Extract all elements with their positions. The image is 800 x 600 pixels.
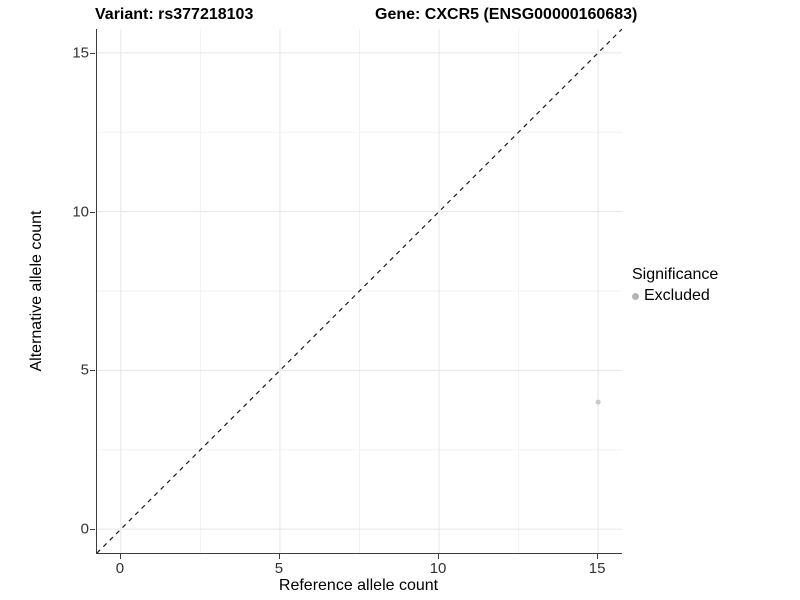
y-tick-label: 5 xyxy=(80,361,89,379)
legend-title: Significance xyxy=(632,266,719,283)
x-tick-mark xyxy=(597,554,599,559)
y-axis-title: Alternative allele count xyxy=(28,210,45,372)
y-tick-mark xyxy=(90,52,95,54)
identity-line xyxy=(97,29,622,553)
y-tick-label: 10 xyxy=(72,203,89,221)
x-tick-label: 10 xyxy=(429,560,447,577)
legend: Significance Excluded xyxy=(632,266,718,305)
legend-item-label: Excluded xyxy=(644,287,710,304)
x-tick-mark xyxy=(278,554,280,559)
variant-title: Variant: rs377218103 xyxy=(95,6,254,23)
plot-panel xyxy=(96,29,622,554)
legend-point-icon xyxy=(632,292,639,300)
x-tick-label: 0 xyxy=(115,560,125,577)
x-tick-mark xyxy=(438,554,440,559)
y-tick-label: 15 xyxy=(72,44,89,62)
x-tick-label: 5 xyxy=(274,560,284,577)
x-tick-label: 15 xyxy=(588,560,606,577)
y-tick-mark xyxy=(90,211,95,213)
x-axis-title: Reference allele count xyxy=(278,577,439,594)
legend-item: Excluded xyxy=(632,287,718,305)
y-tick-mark xyxy=(90,529,95,531)
x-tick-mark xyxy=(119,554,121,559)
plot-canvas xyxy=(97,29,622,553)
gene-title: Gene: CXCR5 (ENSG00000160683) xyxy=(375,6,638,23)
y-tick-label: 0 xyxy=(80,520,89,538)
y-tick-mark xyxy=(90,370,95,372)
data-point xyxy=(595,399,601,405)
